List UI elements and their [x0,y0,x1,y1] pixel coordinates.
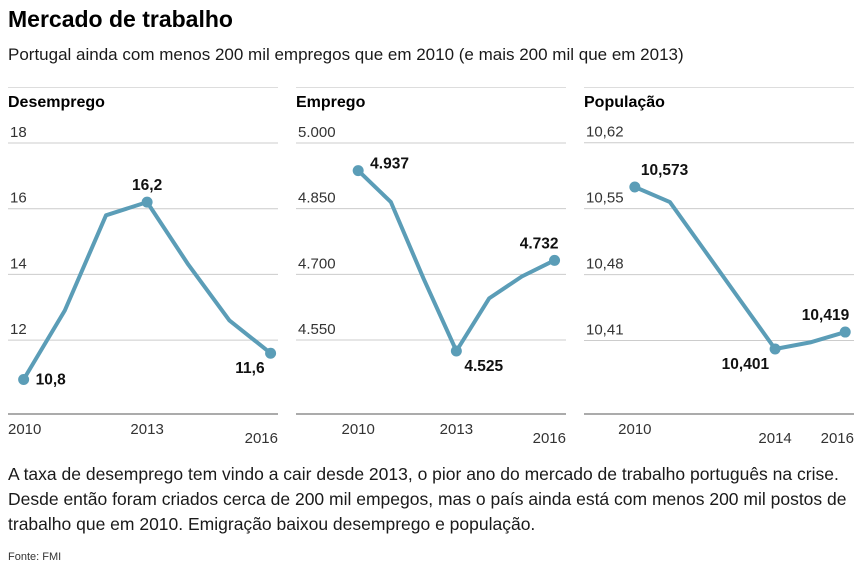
chart-panel-emprego: Emprego 4.550 4.700 4.850 5.000 4.937 4.525 4.… [296,87,566,452]
svg-text:16,2: 16,2 [132,177,162,194]
svg-text:10,48: 10,48 [586,256,624,273]
page-subtitle: Portugal ainda com menos 200 mil emprego… [8,45,684,64]
svg-text:4.525: 4.525 [464,358,503,375]
svg-text:16: 16 [10,190,27,207]
chart-title-desemprego: Desemprego [8,94,105,111]
line-chart-populacao: 10,41 10,48 10,55 10,62 10,573 10,401 10,419 20… [584,122,854,452]
svg-text:5.000: 5.000 [298,124,336,141]
svg-text:10,55: 10,55 [586,190,624,207]
svg-text:14: 14 [10,255,27,272]
svg-text:2016: 2016 [821,430,854,447]
charts-row: Desemprego 12 14 16 18 10,8 16,2 11,6 2010 2013 2… [8,87,854,452]
svg-text:2013: 2013 [130,421,163,438]
svg-text:2013: 2013 [440,421,473,438]
svg-text:10,62: 10,62 [586,124,624,141]
svg-text:10,419: 10,419 [802,307,850,324]
svg-text:11,6: 11,6 [235,360,265,377]
chart-title-populacao: População [584,94,665,111]
page-title: Mercado de trabalho [8,6,233,32]
svg-text:2016: 2016 [245,430,278,447]
svg-text:12: 12 [10,321,27,338]
svg-text:4.732: 4.732 [520,235,559,252]
svg-text:10,41: 10,41 [586,322,624,339]
source-note: Fonte: FMI [8,550,62,563]
svg-text:2010: 2010 [341,421,374,438]
chart-panel-populacao: População 10,41 10,48 10,55 10,62 10,573 10,4… [584,87,854,452]
svg-text:2014: 2014 [758,430,791,447]
svg-text:2016: 2016 [533,430,566,447]
line-chart-emprego: 4.550 4.700 4.850 5.000 4.937 4.525 4.732 2010 2… [296,122,566,452]
chart-caption: A taxa de desemprego tem vindo a cair de… [8,464,847,534]
svg-text:2010: 2010 [8,421,41,438]
chart-panel-desemprego: Desemprego 12 14 16 18 10,8 16,2 11,6 2010 2013 2… [8,87,278,452]
line-chart-desemprego: 12 14 16 18 10,8 16,2 11,6 2010 2013 2016 [8,122,278,452]
svg-text:18: 18 [10,124,27,141]
chart-title-emprego: Emprego [296,94,366,111]
svg-text:10,573: 10,573 [641,162,689,179]
svg-text:10,8: 10,8 [36,372,67,389]
svg-text:4.850: 4.850 [298,190,336,207]
svg-text:2010: 2010 [618,421,651,438]
svg-text:10,401: 10,401 [722,356,770,373]
svg-text:4.550: 4.550 [298,321,336,338]
svg-text:4.700: 4.700 [298,255,336,272]
svg-text:4.937: 4.937 [370,156,409,173]
